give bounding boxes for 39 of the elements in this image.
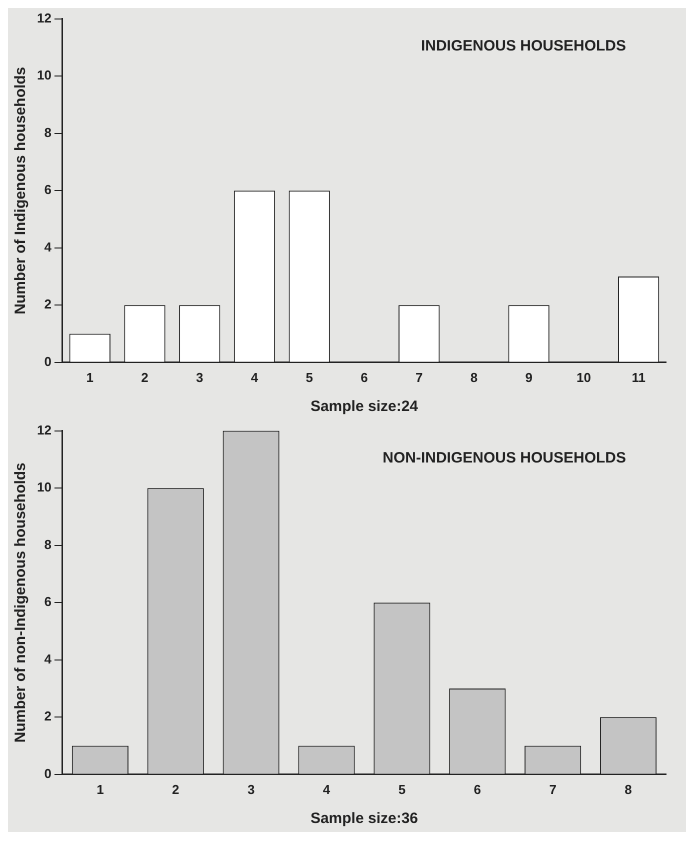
y-tick-label: 0 xyxy=(44,766,52,781)
y-tick-label: 10 xyxy=(36,480,52,495)
y-tick-label: 12 xyxy=(36,422,52,438)
x-tick-label: 5 xyxy=(306,370,313,385)
y-tick-label: 6 xyxy=(44,182,52,198)
x-tick-label: 7 xyxy=(415,370,423,385)
x-tick-label: 10 xyxy=(576,370,591,385)
x-tick-label: 4 xyxy=(322,782,331,797)
x-tick-label: 8 xyxy=(470,370,478,385)
x-tick-label: 4 xyxy=(250,370,259,385)
y-tick-label: 2 xyxy=(44,708,52,724)
x-tick-label: 8 xyxy=(624,782,632,797)
text: NON-INDIGENOUS HOUSEHOLDS xyxy=(382,449,626,466)
x-tick-label: 7 xyxy=(549,782,556,797)
y-tick-label: 10 xyxy=(36,68,52,83)
x-tick-label: 11 xyxy=(632,370,646,385)
y-tick-label: 6 xyxy=(44,594,52,610)
text: INDIGENOUS HOUSEHOLDS xyxy=(420,37,626,54)
x-tick-label: 2 xyxy=(172,782,180,797)
x-tick-label: 5 xyxy=(398,782,406,797)
x-tick-label: 1 xyxy=(86,370,94,385)
y-axis-title: Number of non-Indigenous households xyxy=(12,462,30,743)
x-tick-label: 9 xyxy=(525,370,532,385)
x-axis-title: Sample size:36 xyxy=(310,810,418,828)
y-tick-label: 4 xyxy=(44,651,52,666)
x-tick-label: 1 xyxy=(96,782,104,797)
y-axis-title: Number of Indigenous households xyxy=(12,66,30,314)
x-tick-label: 2 xyxy=(141,370,148,385)
x-tick-label: 3 xyxy=(247,782,255,797)
x-tick-label: 6 xyxy=(360,370,368,385)
y-tick-label: 4 xyxy=(44,239,52,254)
y-tick-label: 8 xyxy=(44,536,52,552)
y-tick-label: 2 xyxy=(44,296,52,312)
y-tick-label: 8 xyxy=(44,124,52,140)
x-tick-label: 6 xyxy=(474,782,482,797)
y-tick-label: 12 xyxy=(36,10,52,26)
x-tick-label: 3 xyxy=(196,370,204,385)
y-tick-label: 0 xyxy=(44,354,52,369)
x-axis-title: Sample size:24 xyxy=(310,398,419,416)
